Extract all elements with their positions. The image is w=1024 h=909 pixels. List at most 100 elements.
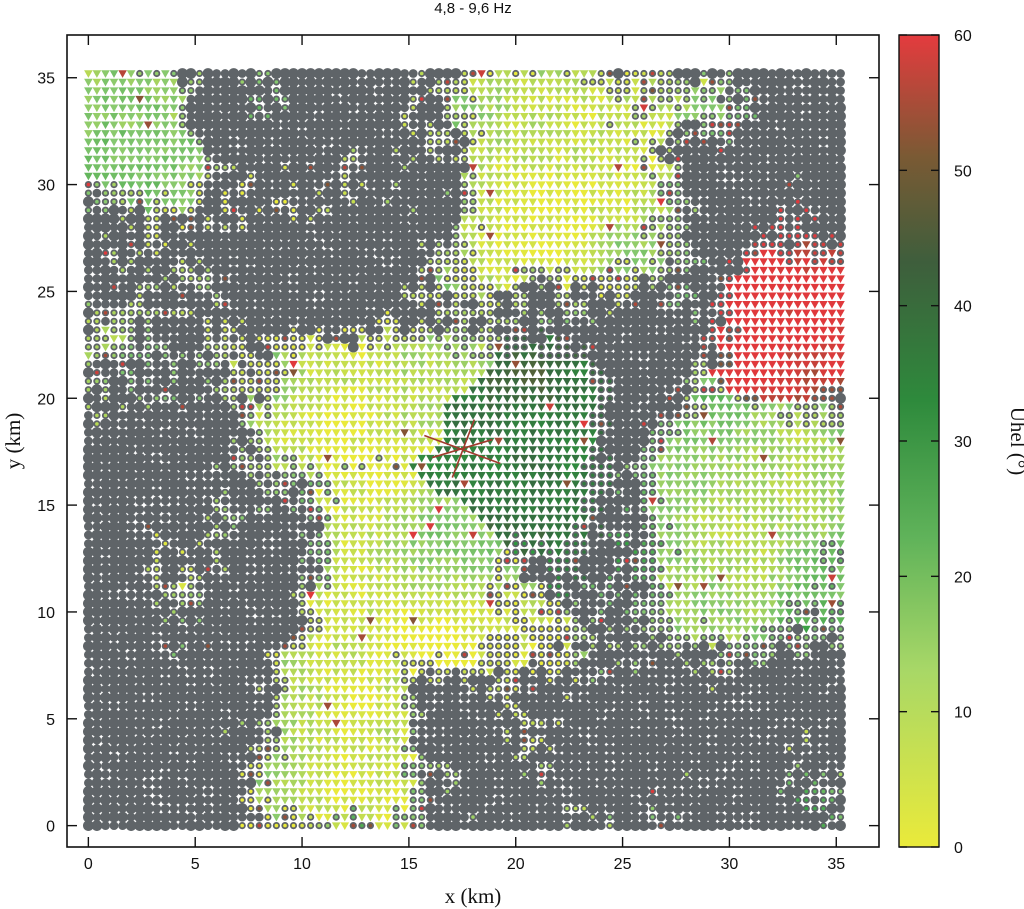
angle-triangle (725, 497, 734, 506)
masked-circle (100, 794, 111, 806)
angle-triangle (742, 557, 751, 566)
masked-circle (562, 787, 572, 796)
masked-circle (254, 581, 264, 591)
masked-circle (254, 487, 264, 497)
angle-triangle (417, 540, 426, 548)
angle-triangle (682, 548, 691, 557)
angle-triangle (827, 489, 837, 497)
masked-circle (595, 623, 607, 635)
masked-circle (228, 734, 240, 746)
angle-triangle (708, 514, 717, 523)
angle-triangle (374, 754, 384, 762)
angle-triangle (434, 625, 444, 634)
angle-triangle (383, 489, 392, 497)
ring-center-dot (804, 789, 809, 794)
masked-circle (715, 734, 727, 746)
angle-triangle (468, 497, 478, 506)
angle-triangle (827, 429, 837, 437)
masked-circle (194, 709, 205, 720)
masked-circle (741, 777, 752, 789)
masked-circle (561, 768, 573, 780)
angle-triangle (426, 634, 435, 642)
ring-center-dot (419, 815, 424, 819)
angle-triangle (579, 446, 589, 454)
ring-center-dot (249, 473, 253, 478)
masked-circle (108, 649, 120, 661)
masked-circle (553, 683, 564, 695)
angle-triangle (400, 651, 409, 660)
masked-circle (656, 761, 666, 771)
angle-triangle (306, 737, 315, 745)
ring-center-dot (770, 627, 774, 631)
ring-center-dot (556, 567, 561, 571)
ring-center-dot (488, 644, 492, 648)
angle-triangle (383, 429, 392, 437)
masked-circle (571, 607, 580, 617)
ring-center-dot (197, 593, 202, 597)
angle-triangle (793, 540, 803, 548)
masked-circle (588, 547, 598, 557)
ring-center-dot (266, 721, 270, 725)
angle-triangle (366, 617, 375, 625)
angle-triangle (545, 506, 555, 514)
angle-triangle (511, 420, 520, 429)
angle-triangle (391, 771, 401, 779)
angle-triangle (400, 514, 409, 523)
ring-center-dot (513, 678, 518, 683)
angle-triangle (408, 583, 418, 591)
masked-circle (733, 735, 743, 745)
masked-circle (195, 428, 204, 437)
masked-circle (528, 675, 538, 685)
masked-circle (527, 786, 539, 797)
masked-circle (493, 666, 504, 678)
masked-circle (554, 675, 563, 685)
angle-triangle (400, 728, 409, 736)
masked-circle (673, 778, 683, 788)
angle-triangle (323, 429, 332, 437)
ring-center-dot (394, 823, 398, 828)
ring-center-dot (513, 635, 518, 640)
angle-triangle (357, 737, 367, 745)
angle-triangle (366, 608, 375, 617)
angle-triangle (331, 702, 341, 711)
angle-triangle (366, 446, 375, 454)
angle-triangle (426, 420, 435, 429)
angle-triangle (391, 557, 401, 566)
masked-circle (263, 658, 273, 668)
masked-circle (689, 734, 701, 746)
masked-circle (109, 641, 119, 651)
angle-triangle (656, 463, 666, 471)
angle-triangle (374, 548, 384, 557)
angle-triangle (759, 574, 768, 583)
masked-circle (159, 786, 171, 797)
angle-triangle (528, 446, 538, 454)
angle-triangle (331, 685, 341, 694)
ring-center-dot (496, 652, 501, 657)
angle-triangle (750, 540, 760, 548)
ring-center-dot (565, 806, 569, 811)
ring-center-dot (548, 652, 552, 657)
masked-circle (750, 727, 760, 736)
masked-circle (783, 751, 795, 763)
angle-triangle (767, 489, 777, 497)
ring-center-dot (838, 422, 843, 426)
ring-center-dot (283, 823, 287, 828)
ring-center-dot (608, 670, 612, 674)
masked-circle (596, 675, 606, 685)
angle-triangle (673, 600, 683, 608)
masked-circle (159, 734, 171, 746)
angle-triangle (742, 591, 751, 600)
masked-circle (612, 811, 624, 823)
masked-circle (151, 743, 163, 755)
ring-center-dot (599, 618, 603, 623)
angle-triangle (460, 480, 469, 489)
angle-triangle (178, 583, 187, 591)
masked-circle (177, 504, 188, 515)
masked-circle (159, 743, 171, 755)
masked-circle (510, 820, 522, 831)
masked-circle (254, 693, 264, 702)
masked-circle (741, 734, 752, 746)
angle-triangle (477, 446, 486, 454)
masked-circle (759, 701, 768, 711)
angle-triangle (699, 574, 709, 583)
